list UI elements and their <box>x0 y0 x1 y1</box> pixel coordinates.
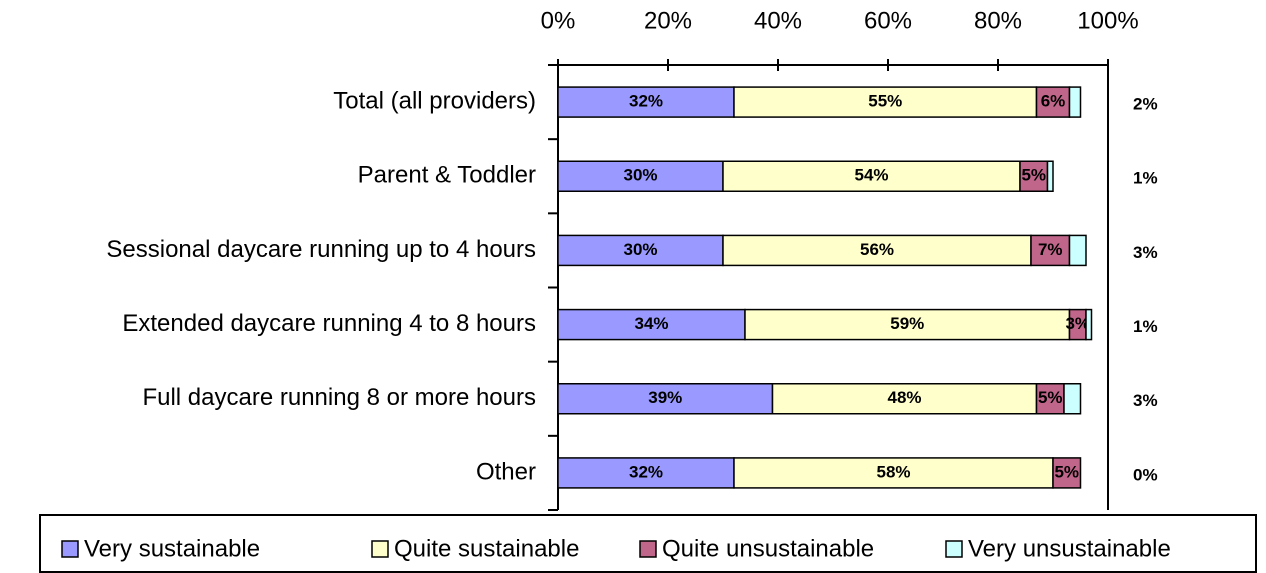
data-label: 0% <box>1133 465 1158 484</box>
bar-segment <box>1063 383 1082 415</box>
bar-segment <box>771 383 1038 415</box>
data-label: 48% <box>887 388 921 407</box>
data-label: 1% <box>1133 169 1158 188</box>
legend-label: Very sustainable <box>84 535 260 562</box>
data-label: 3% <box>1133 391 1158 410</box>
bar-segment <box>1035 86 1071 118</box>
data-label: 2% <box>1133 95 1158 114</box>
legend-swatch <box>945 540 963 558</box>
category-label: Total (all providers) <box>333 87 536 114</box>
x-tick-label: 0% <box>541 7 576 34</box>
category-label: Sessional daycare running up to 4 hours <box>106 236 536 263</box>
data-label: 39% <box>648 388 682 407</box>
data-label: 5% <box>1038 388 1063 407</box>
data-label: 1% <box>1133 317 1158 336</box>
x-tick-label: 40% <box>754 7 802 34</box>
bar-segment <box>1052 457 1082 489</box>
bar-segment <box>557 457 735 489</box>
bar-segment <box>1035 383 1065 415</box>
bar-segment <box>722 160 1021 192</box>
legend-swatch <box>639 540 657 558</box>
x-tick-label: 100% <box>1077 7 1138 34</box>
category-label: Extended daycare running 4 to 8 hours <box>122 310 536 337</box>
data-label: 55% <box>868 92 902 111</box>
data-label: 54% <box>854 166 888 185</box>
data-label: 59% <box>890 314 924 333</box>
data-label: 56% <box>860 240 894 259</box>
data-label: 6% <box>1041 92 1066 111</box>
bar-segment <box>557 234 724 267</box>
category-label: Full daycare running 8 or more hours <box>142 384 536 411</box>
bar-segment <box>1046 160 1054 192</box>
data-label: 32% <box>629 462 663 481</box>
x-tick-label: 80% <box>974 7 1022 34</box>
bar-segment <box>557 86 735 118</box>
bar-segment <box>557 383 774 415</box>
bar-segment <box>733 457 1054 489</box>
data-label: 30% <box>623 166 657 185</box>
bar-segment <box>1068 234 1087 267</box>
data-label: 3% <box>1065 314 1090 333</box>
bar-segment <box>1030 234 1071 267</box>
data-label: 7% <box>1038 240 1063 259</box>
data-label: 32% <box>629 92 663 111</box>
legend-swatch <box>371 540 389 558</box>
category-label: Other <box>476 458 536 485</box>
data-label: 5% <box>1021 166 1046 185</box>
legend-label: Quite unsustainable <box>662 535 874 562</box>
data-label: 58% <box>876 462 910 481</box>
bar-segment <box>733 86 1038 118</box>
category-label: Parent & Toddler <box>358 162 536 189</box>
bar-segment <box>1068 86 1082 118</box>
legend-label: Very unsustainable <box>968 535 1171 562</box>
bar-segment <box>557 308 746 341</box>
bar-segment <box>1085 308 1093 341</box>
x-tick-label: 20% <box>644 7 692 34</box>
data-label: 30% <box>623 240 657 259</box>
x-tick-label: 60% <box>864 7 912 34</box>
bar-segment <box>722 234 1032 267</box>
bar-segment <box>744 308 1071 341</box>
legend-swatch <box>61 540 79 558</box>
data-label: 3% <box>1133 243 1158 262</box>
legend-label: Quite sustainable <box>394 535 579 562</box>
data-label: 34% <box>634 314 668 333</box>
data-label: 5% <box>1054 462 1079 481</box>
